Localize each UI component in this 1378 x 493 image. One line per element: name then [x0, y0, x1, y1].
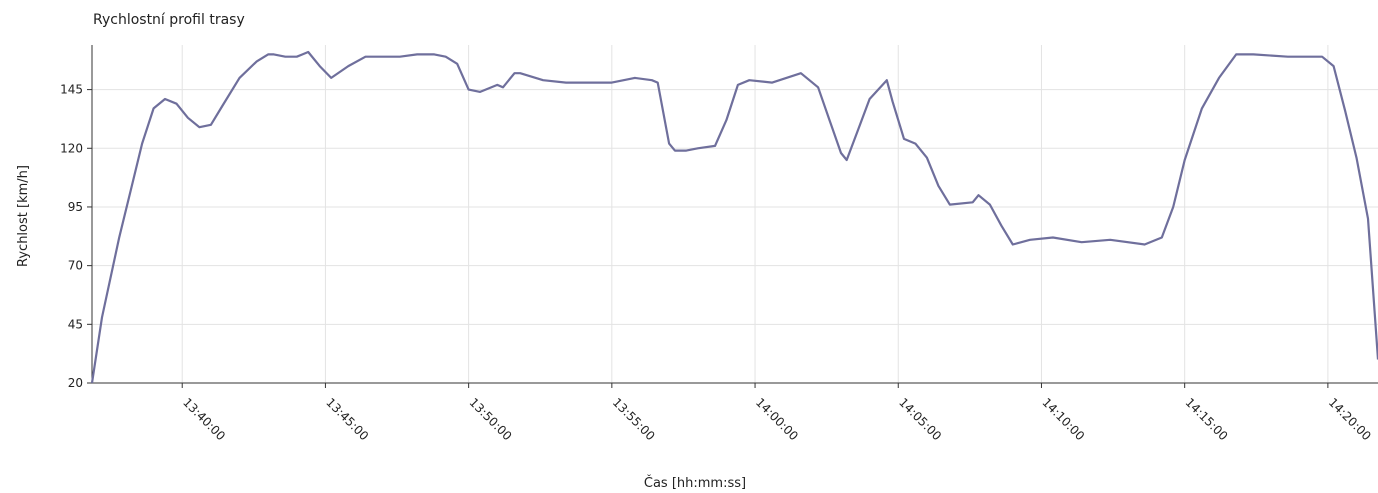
x-tick-label: 14:00:00 — [753, 395, 801, 443]
x-axis-label: Čas [hh:mm:ss] — [644, 475, 746, 491]
y-tick-label: 145 — [60, 83, 83, 97]
series-layer — [90, 50, 1378, 384]
axes-layer — [87, 45, 1378, 388]
x-tick-label: 13:50:00 — [467, 395, 515, 443]
y-axis-label: Rychlost [km/h] — [16, 165, 31, 267]
x-tick-label: 13:45:00 — [323, 395, 371, 443]
chart-title: Rychlostní profil trasy — [93, 12, 245, 28]
x-tick-label: 13:40:00 — [180, 395, 228, 443]
grid-layer — [92, 45, 1378, 383]
y-tick-label: 95 — [68, 200, 83, 214]
x-tick-label: 14:10:00 — [1039, 395, 1087, 443]
y-tick-label: 45 — [68, 317, 83, 331]
x-tick-label: 14:05:00 — [896, 395, 944, 443]
y-tick-label: 120 — [60, 141, 83, 155]
speed-series-line — [90, 50, 1378, 384]
x-tick-label: 14:15:00 — [1183, 395, 1231, 443]
labels-layer: 20 45 70 95 120 145 13:40:00 13:45:00 13:50:00 13… — [16, 83, 1374, 491]
x-tick-label: 14:20:00 — [1326, 395, 1374, 443]
y-tick-label: 20 — [68, 376, 83, 390]
y-tick-label: 70 — [68, 259, 83, 273]
x-tick-label: 13:55:00 — [610, 395, 658, 443]
